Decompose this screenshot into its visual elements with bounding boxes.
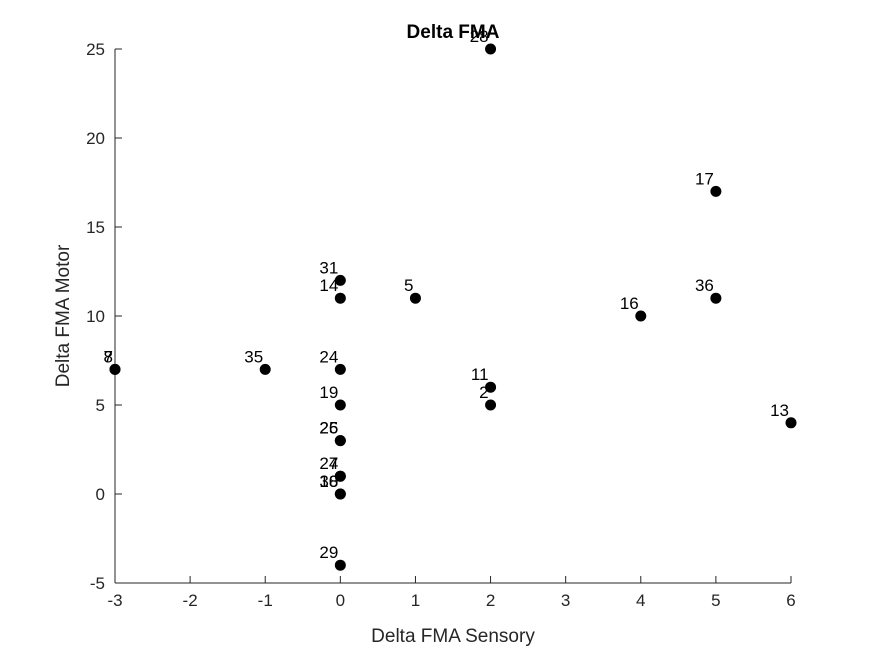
x-tick-label: -3	[107, 591, 122, 610]
chart-title: Delta FMA	[407, 22, 500, 43]
data-point	[710, 185, 722, 197]
data-point-label: 35	[244, 347, 263, 366]
data-point-label: 29	[319, 543, 338, 562]
data-point	[485, 43, 497, 55]
data-point	[109, 363, 121, 375]
data-point-label: 7	[104, 347, 113, 366]
y-tick-label: 15	[86, 218, 105, 237]
y-tick-label: -5	[90, 574, 105, 593]
y-tick-label: 25	[86, 40, 105, 59]
data-point-label: 11	[471, 365, 489, 384]
data-point	[485, 381, 497, 393]
x-tick-label: 5	[711, 591, 720, 610]
data-point-label: 4	[329, 454, 338, 473]
data-point-label: 36	[695, 276, 714, 295]
data-point	[635, 310, 647, 322]
data-point	[334, 559, 346, 571]
data-point-label: 8	[104, 347, 113, 366]
y-tick-label: 0	[96, 485, 105, 504]
x-tick-label: 4	[636, 591, 645, 610]
data-point	[334, 470, 346, 482]
x-tick-label: 3	[561, 591, 570, 610]
x-tick-label: 0	[336, 591, 345, 610]
x-tick-label: 2	[486, 591, 495, 610]
data-point	[334, 399, 346, 411]
data-point-label: 16	[620, 294, 639, 313]
data-point-label: 18	[319, 472, 338, 491]
data-point-label: 27	[319, 454, 338, 473]
data-point-label: 24	[319, 347, 338, 366]
y-tick-label: 20	[86, 129, 105, 148]
data-points	[109, 43, 797, 571]
data-point-label: 17	[695, 169, 714, 188]
data-point	[259, 363, 271, 375]
data-point	[334, 274, 346, 286]
x-tick-label: -1	[258, 591, 273, 610]
data-point-label: 31	[319, 258, 338, 277]
data-point	[710, 292, 722, 304]
data-point	[334, 363, 346, 375]
y-tick-label: 5	[96, 396, 105, 415]
x-tick-label: 6	[786, 591, 795, 610]
data-point-label: 13	[770, 401, 789, 420]
data-point-label: 19	[319, 383, 338, 402]
data-point	[409, 292, 421, 304]
data-point-label: 14	[319, 276, 338, 295]
data-point-label: 2	[479, 383, 488, 402]
data-point-label: 26	[319, 419, 338, 438]
x-tick-label: -2	[183, 591, 198, 610]
data-point	[334, 435, 346, 447]
y-axis-label: Delta FMA Motor	[53, 244, 74, 387]
x-tick-label: 1	[411, 591, 420, 610]
data-point-label: 28	[470, 27, 489, 46]
data-point-label: 30	[319, 472, 338, 491]
y-tick-label: 10	[86, 307, 105, 326]
x-axis-label: Delta FMA Sensory	[371, 626, 535, 647]
data-point-label: 25	[319, 419, 338, 438]
data-point-label: 5	[404, 276, 413, 295]
data-point	[485, 399, 497, 411]
data-point	[785, 417, 797, 429]
data-point	[334, 488, 346, 500]
data-point	[334, 292, 346, 304]
